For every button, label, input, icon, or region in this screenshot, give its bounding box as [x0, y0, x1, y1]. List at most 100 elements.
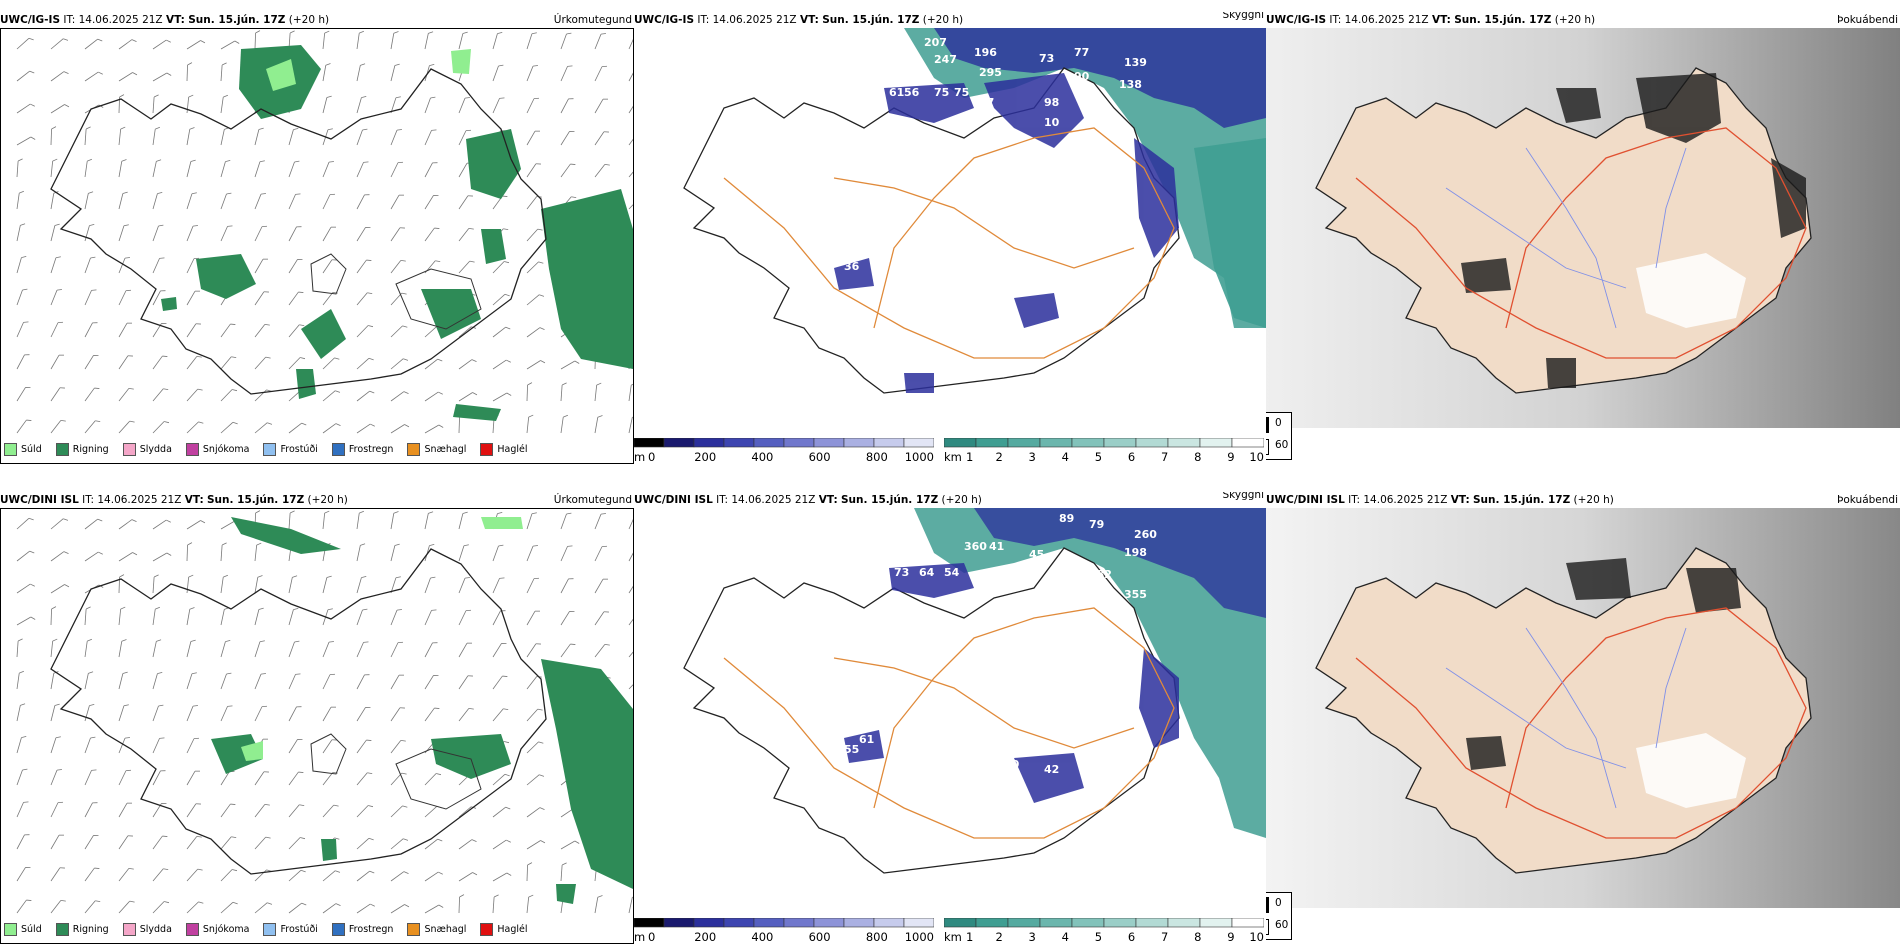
wind-barb: [254, 545, 258, 562]
legend-swatch: [331, 442, 345, 456]
wind-barb-flag: [29, 550, 35, 554]
wind-barb: [50, 641, 54, 658]
wind-barb: [492, 261, 505, 274]
legend-swatch: [407, 442, 421, 456]
wind-barb-flag: [232, 901, 238, 905]
wind-barb: [288, 609, 294, 626]
wind-barb: [526, 708, 539, 722]
wind-barb-flag: [55, 736, 61, 739]
wind-barb-flag: [95, 900, 101, 903]
wind-barb: [356, 903, 371, 914]
wind-barb: [356, 577, 362, 594]
wind-barb: [254, 291, 265, 306]
wind-barb-flag: [26, 419, 32, 421]
wind-barb-flag: [368, 837, 374, 841]
wind-barb: [50, 420, 62, 434]
vt-label: VT:: [165, 14, 185, 26]
wind-barb: [492, 392, 508, 402]
colorbar-tick: 600: [808, 930, 831, 944]
wind-barb: [186, 836, 198, 850]
wind-barb-flag: [631, 384, 633, 386]
wind-barb-flag: [434, 227, 440, 229]
vt-value: Sun. 15.jún. 17Z: [1454, 14, 1552, 26]
wind-barb: [356, 423, 371, 434]
wind-barb-flag: [191, 192, 197, 195]
vt-label: VT:: [799, 14, 819, 26]
wind-barb-flag: [401, 772, 407, 775]
wind-barb: [84, 129, 87, 146]
wind-barb: [16, 37, 30, 50]
wind-barb-flag: [600, 513, 607, 515]
visibility-value-label: 65: [979, 570, 994, 583]
wind-barb-flag: [537, 228, 543, 231]
wind-barb: [16, 802, 24, 818]
wind-barb-flag: [64, 104, 70, 108]
wind-barb: [424, 97, 431, 114]
wind-barb-flag: [335, 390, 341, 393]
visibility-map[interactable]: 207 247 196 295 73 77 139 90 138 61 56 75 75 77 98 10 52…: [634, 28, 1266, 428]
wind-barb-flag: [192, 225, 199, 227]
wind-barb: [50, 225, 56, 242]
wind-barb-flag: [129, 420, 135, 423]
visibility-map[interactable]: 569 360 41 89 79 260 198 182 355 73 64 54 65 20 45 6155…: [634, 508, 1266, 908]
wind-barb-flag: [198, 421, 204, 424]
wind-barb: [458, 260, 471, 274]
low-cloud-patches: [834, 73, 1179, 393]
visibility-value-label: 10: [1004, 758, 1020, 771]
wind-barb-flag: [90, 256, 96, 259]
precip-map[interactable]: [1, 29, 633, 463]
wind-barb: [322, 292, 334, 306]
road-network: [723, 127, 1175, 359]
wind-barb: [628, 39, 633, 50]
colorbar-segment: [1231, 918, 1264, 928]
wind-barb-flag: [157, 672, 163, 675]
wind-barb-flag: [574, 360, 580, 364]
wind-barb-flag: [26, 899, 32, 901]
wind-barb-flag: [429, 64, 435, 67]
wind-barb: [526, 546, 534, 562]
wind-barb: [628, 204, 633, 210]
drizzle-areas: [241, 517, 523, 761]
wind-barb-flag: [56, 769, 63, 771]
wind-barb: [390, 674, 400, 690]
wind-barb-flag: [368, 357, 374, 361]
wind-barb: [84, 290, 92, 306]
wind-barb: [186, 641, 192, 658]
wind-barb: [390, 805, 403, 818]
precip-legend-item: Rigning: [55, 922, 109, 936]
wind-barb: [186, 129, 191, 146]
wind-barb-flag: [394, 63, 400, 66]
visibility-value-label: 64: [919, 566, 935, 579]
wind-barb: [322, 390, 336, 402]
wind-barb: [390, 162, 399, 178]
wind-barb-flag: [597, 415, 603, 418]
precip-map[interactable]: [1, 509, 633, 943]
wind-barb-flag: [153, 574, 159, 578]
wind-barb: [152, 770, 161, 786]
wind-barb-flag: [63, 551, 69, 554]
panel-header: UWC/IG-IS IT: 14.06.2025 21Z VT: Sun. 15…: [1266, 12, 1900, 28]
wind-barb: [628, 72, 633, 82]
wind-barb-flag: [188, 574, 194, 578]
wind-barb-flag: [396, 609, 403, 611]
wind-barb: [288, 357, 301, 370]
wind-barb: [594, 578, 604, 594]
fog-road-network: [1355, 607, 1807, 839]
lead-time: (+20 h): [307, 494, 348, 506]
vt-label: VT:: [1450, 494, 1470, 506]
it-value: 14.06.2025 21Z: [731, 494, 816, 506]
model-name: UWC/DINI ISL: [634, 494, 713, 506]
colorbar-tick: 200: [694, 930, 717, 944]
wind-barb: [152, 673, 158, 690]
wind-barb: [84, 609, 87, 626]
fog-map[interactable]: [1266, 28, 1900, 428]
wind-barb-flag: [20, 223, 26, 226]
wind-barb: [390, 610, 398, 626]
fog-map[interactable]: [1266, 508, 1900, 908]
wind-barb-flag: [561, 862, 567, 866]
wind-barb-flag: [540, 360, 546, 364]
wind-barb: [152, 552, 168, 562]
parameter-title: Skyggni: [1222, 12, 1265, 21]
wind-barb: [186, 64, 188, 82]
wind-barb: [254, 902, 268, 914]
